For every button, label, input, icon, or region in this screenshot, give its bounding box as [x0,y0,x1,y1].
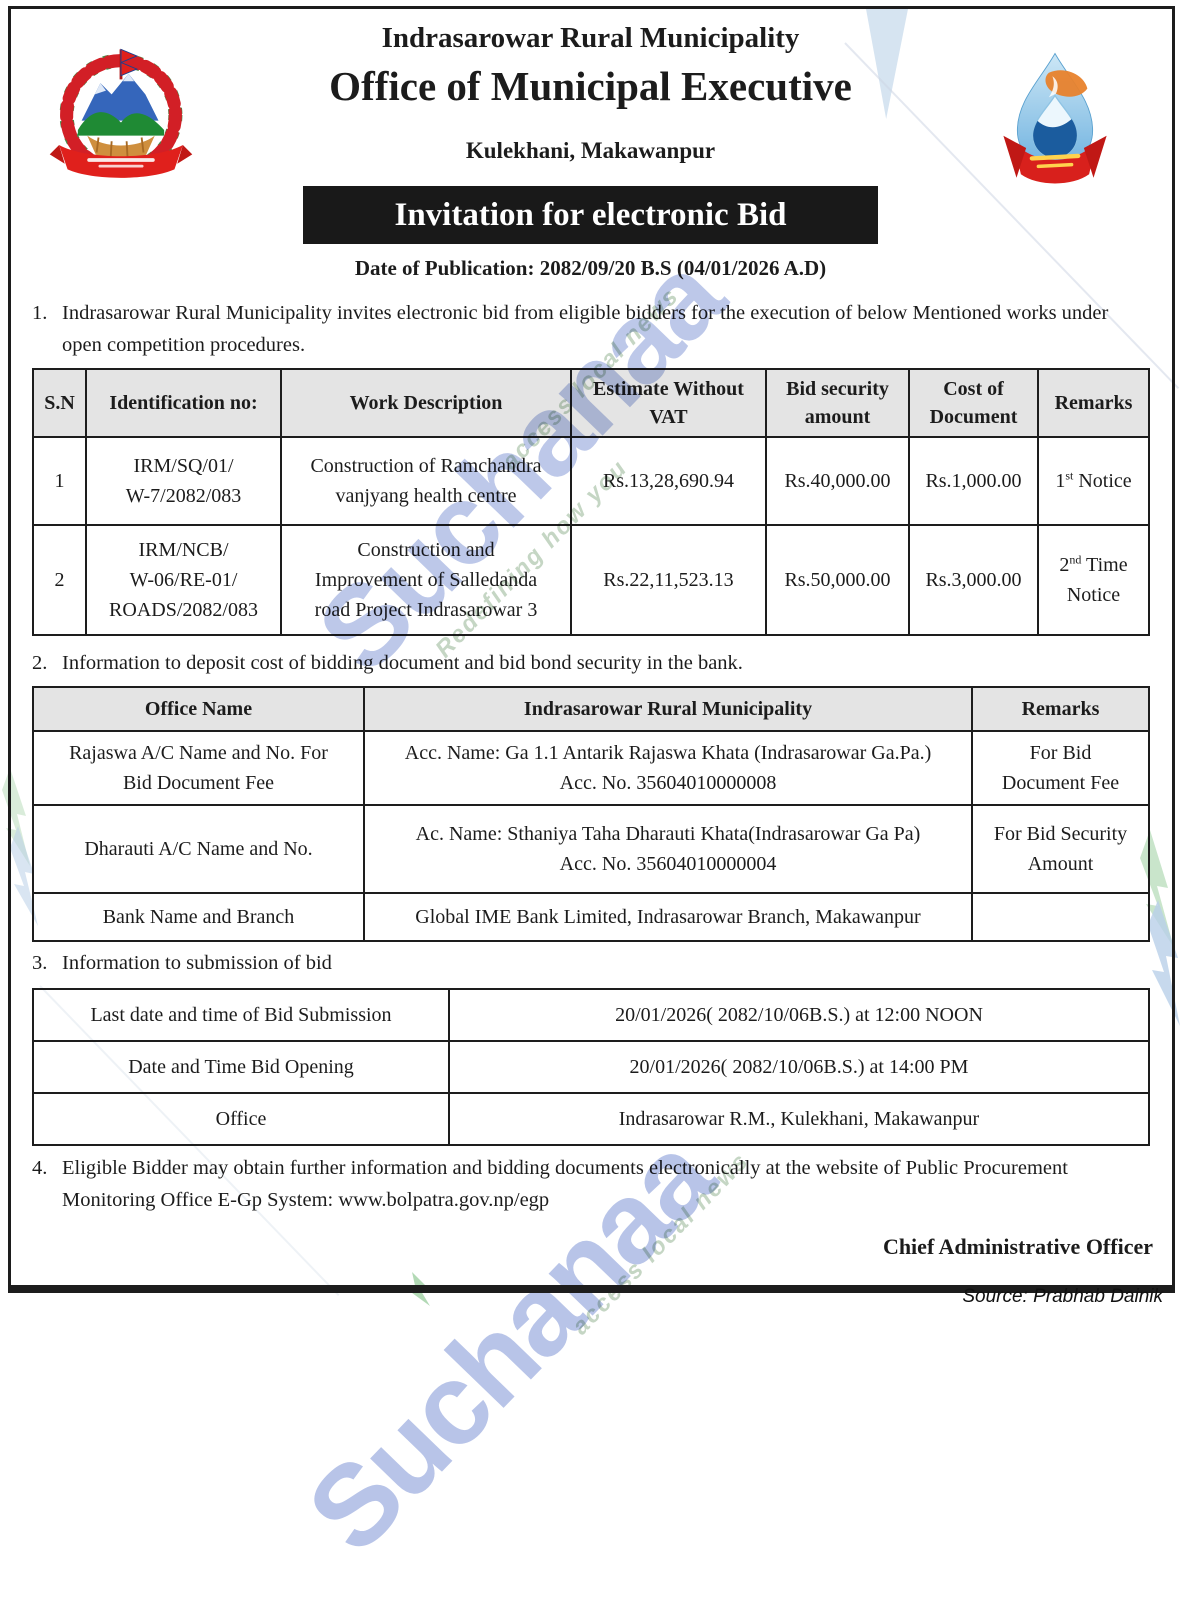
cell-account-detail: Acc. Name: Ga 1.1 Antarik Rajaswa Khata … [363,730,973,806]
cell-bid-security: Rs.40,000.00 [765,436,910,526]
remark-ordinal: 2 [1059,554,1070,576]
location-subtitle: Kulekhani, Makawanpur [465,138,716,163]
cell-office: Bank Name and Branch [32,892,365,942]
cell-value: Indrasarowar R.M., Kulekhani, Makawanpur [448,1092,1150,1146]
cell-remark: For Bid Document Fee [971,730,1150,806]
col-header-office-name: Office Name [32,686,365,732]
section-text: Indrasarowar Rural Municipality invites … [62,302,1109,356]
office-line: Bank Name and Branch [102,906,295,928]
table-row: Office Indrasarowar R.M., Kulekhani, Mak… [32,1092,1150,1146]
desc-line: road Project Indrasarowar 3 [314,599,538,621]
desc-line: Construction and [357,539,495,561]
cell-remark [971,892,1150,942]
remark-ordinal: 1 [1055,470,1066,492]
publication-date: Date of Publication: 2082/09/20 B.S (04/… [354,256,827,280]
id-line: W-06/RE-01/ [129,569,238,591]
section-text: Eligible Bidder may obtain further infor… [62,1157,1068,1211]
table-row: Bank Name and Branch Global IME Bank Lim… [32,892,1150,942]
table-row: Rajaswa A/C Name and No. For Bid Documen… [32,730,1150,806]
cell-office: Dharauti A/C Name and No. [32,804,365,894]
table-row: 1 IRM/SQ/01/ W-7/2082/083 Construction o… [32,436,1150,526]
cell-bid-security: Rs.50,000.00 [765,524,910,636]
remark-text: Time Notice [1066,554,1128,606]
remark-line: Document Fee [1001,772,1120,794]
office-line: Dharauti A/C Name and No. [84,838,313,860]
detail-line: Ac. Name: Sthaniya Taha Dharauti Khata(I… [415,823,921,845]
cell-cost: Rs.3,000.00 [908,524,1039,636]
id-line: W-7/2082/083 [125,485,242,507]
remark-line: Amount [1027,853,1094,875]
section-4-paragraph: 4. Eligible Bidder may obtain further in… [32,1153,1148,1217]
col-header-cost: Cost of Document [908,368,1039,438]
cell-label: Office [32,1092,450,1146]
col-header-estimate: Estimate Without VAT [570,368,767,438]
table-row: Date and Time Bid Opening 20/01/2026( 20… [32,1040,1150,1094]
remark-text: Notice [1073,470,1132,492]
remark-line: For Bid [1029,742,1092,764]
signature-title: Chief Administrative Officer [882,1234,1153,1259]
cell-sn: 1 [32,436,87,526]
id-line: IRM/SQ/01/ [133,455,234,477]
col-header-work-description: Work Description [280,368,572,438]
detail-line: Acc. No. 35604010000004 [559,853,777,875]
nepal-emblem-logo [49,48,193,178]
office-line: Bid Document Fee [122,772,275,794]
col-header-identification: Identification no: [85,368,282,438]
cell-remark: For Bid Security Amount [971,804,1150,894]
section-3-paragraph: 3. Information to submission of bid [32,948,1148,980]
detail-line: Global IME Bank Limited, Indrasarowar Br… [415,906,921,928]
section-number: 1. [32,302,48,324]
bid-submission-table: Last date and time of Bid Submission 20/… [32,988,1150,1146]
cell-account-detail: Global IME Bank Limited, Indrasarowar Br… [363,892,973,942]
detail-line: Acc. Name: Ga 1.1 Antarik Rajaswa Khata … [404,742,932,764]
section-1-paragraph: 1. Indrasarowar Rural Municipality invit… [32,298,1148,362]
table-row: 2 IRM/NCB/ W-06/RE-01/ ROADS/2082/083 Co… [32,524,1150,636]
bank-deposit-table: Office Name Indrasarowar Rural Municipal… [32,686,1150,942]
desc-line: vanjyang health centre [335,485,517,507]
remark-superscript: st [1065,468,1074,483]
cell-label: Last date and time of Bid Submission [32,988,450,1042]
office-title: Office of Municipal Executive [329,63,852,109]
municipality-title: Indrasarowar Rural Municipality [381,22,800,54]
office-line: Rajaswa A/C Name and No. For [69,742,328,764]
cell-account-detail: Ac. Name: Sthaniya Taha Dharauti Khata(I… [363,804,973,894]
cell-label: Date and Time Bid Opening [32,1040,450,1094]
cell-estimate: Rs.13,28,690.94 [570,436,767,526]
id-line: IRM/NCB/ [138,539,229,561]
cell-remarks: 2nd Time Notice [1037,524,1150,636]
cell-remarks: 1st Notice [1037,436,1150,526]
cell-cost: Rs.1,000.00 [908,436,1039,526]
cell-sn: 2 [32,524,87,636]
id-line: ROADS/2082/083 [109,599,258,621]
section-2-paragraph: 2. Information to deposit cost of biddin… [32,648,1148,680]
desc-line: Improvement of Salledanda [314,569,538,591]
cell-estimate: Rs.22,11,523.13 [570,524,767,636]
cell-identification: IRM/NCB/ W-06/RE-01/ ROADS/2082/083 [85,524,282,636]
col-header-municipality: Indrasarowar Rural Municipality [363,686,973,732]
cell-office: Rajaswa A/C Name and No. For Bid Documen… [32,730,365,806]
cell-value: 20/01/2026( 2082/10/06B.S.) at 12:00 NOO… [448,988,1150,1042]
section-number: 3. [32,952,48,974]
col-header-remarks: Remarks [1037,368,1150,438]
desc-line: Construction of Ramchandra [310,455,542,477]
cell-value: 20/01/2026( 2082/10/06B.S.) at 14:00 PM [448,1040,1150,1094]
table-row: Dharauti A/C Name and No. Ac. Name: Stha… [32,804,1150,894]
table-row: Last date and time of Bid Submission 20/… [32,988,1150,1042]
col-header-sn: S.N [32,368,87,438]
remark-superscript: nd [1069,552,1082,567]
col-header-remarks: Remarks [971,686,1150,732]
col-header-bid-security: Bid security amount [765,368,910,438]
section-number: 2. [32,652,48,674]
section-text: Information to deposit cost of bidding d… [62,652,743,674]
cell-work-description: Construction of Ramchandra vanjyang heal… [280,436,572,526]
cell-identification: IRM/SQ/01/ W-7/2082/083 [85,436,282,526]
section-number: 4. [32,1157,48,1179]
works-table: S.N Identification no: Work Description … [32,368,1150,636]
section-text: Information to submission of bid [62,952,332,974]
invitation-banner: Invitation for electronic Bid [303,186,878,244]
remark-line: For Bid Security [993,823,1128,845]
detail-line: Acc. No. 35604010000008 [559,772,777,794]
source-credit: Source: Prabhab Dainik [962,1286,1163,1307]
cell-work-description: Construction and Improvement of Salledan… [280,524,572,636]
